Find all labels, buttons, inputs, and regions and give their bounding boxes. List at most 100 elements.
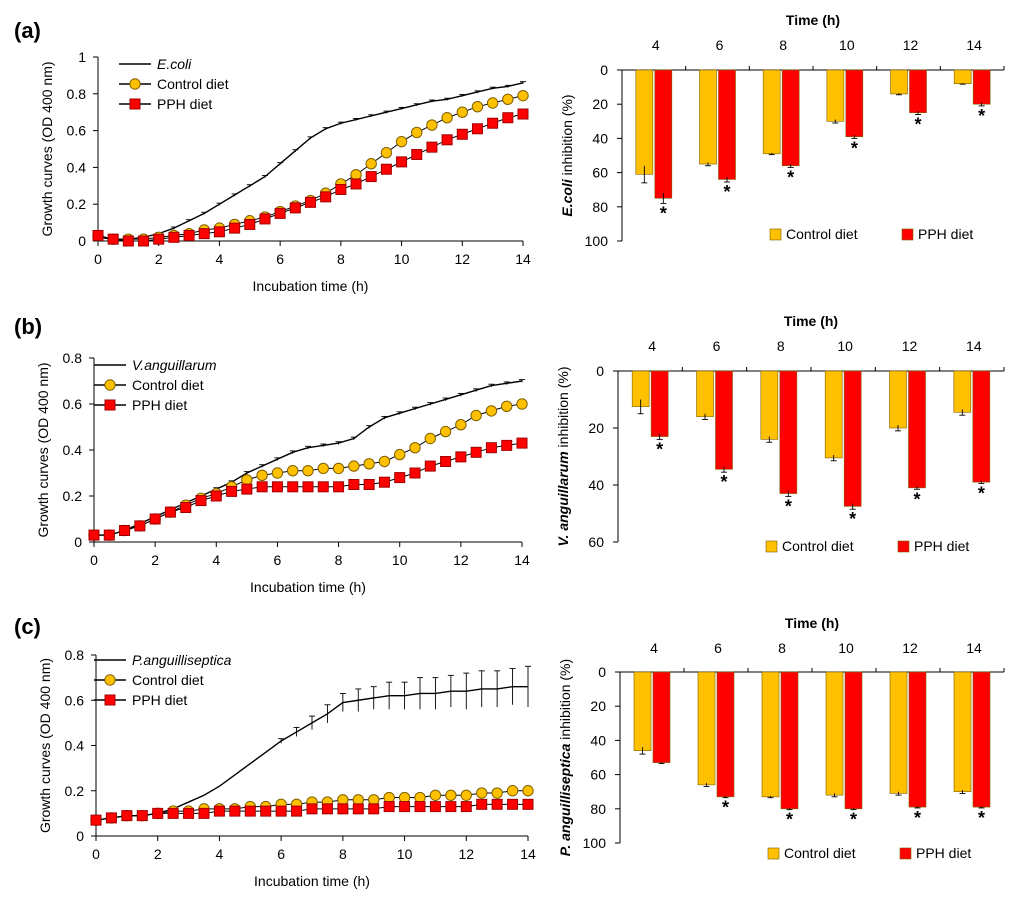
legend: V.anguillarum Control diet PPH diet [94,357,217,413]
bar [890,69,908,95]
bar [715,370,733,470]
significance-star: * [660,203,667,223]
legend-label: PPH diet [157,96,212,112]
y-tick-label: 100 [583,835,607,851]
data-point [121,810,133,822]
x-tick-label: 8 [339,846,347,862]
y-tick-label: 0.2 [65,783,85,799]
legend: Control diet PPH diet [765,538,969,554]
legend-swatch [765,540,778,553]
data-point [167,807,179,819]
bar [844,671,863,810]
data-point [429,801,441,813]
data-point [365,171,377,183]
inhibition-chart-c: Time (h) 0 20 40 60 80 100 P. anguilliseptica i… [557,615,1005,861]
category-label: 14 [966,640,982,656]
data-point [335,183,347,195]
y-axis-label-organism: E.coli [559,178,575,216]
data-point [378,455,391,468]
y-tick-label: 0 [78,233,86,249]
x-tick-label: 10 [392,552,408,568]
bar [781,69,800,167]
data-point [426,119,438,131]
data-point [522,798,534,810]
data-point [271,481,283,493]
data-point [455,419,467,431]
data-point [414,801,426,813]
significance-star: * [914,114,921,134]
data-point [348,460,360,472]
x-tick-label: 6 [277,846,285,862]
data-point [195,495,207,507]
data-point [470,446,482,458]
data-point [517,89,529,102]
data-point [394,448,406,461]
data-point [317,481,329,493]
category-label: 8 [777,338,785,354]
category-label: 4 [648,338,656,354]
data-point [256,481,268,493]
significance-star: * [913,489,920,509]
bar [889,370,907,429]
x-tick-label: 8 [337,251,345,267]
series-line [97,95,524,240]
data-point [302,465,314,477]
y-tick-label: 0.2 [67,196,87,212]
data-point [383,801,395,813]
data-point [380,146,393,159]
data-point [365,158,377,170]
category-label: 8 [778,640,786,656]
series-pph-diet [92,108,529,247]
significance-star: * [851,138,858,158]
y-tick-label: 60 [590,767,606,783]
data-point [471,100,484,113]
bar [779,370,798,494]
bar [972,69,991,105]
legend: E.coli Control diet PPH diet [119,56,229,112]
y-tick-label: 0.6 [63,396,83,412]
legend-label: Control diet [784,845,856,861]
data-point [229,222,241,234]
data-point [241,474,253,486]
bar [824,370,843,459]
category-label: 12 [902,640,918,656]
category-label: 10 [837,338,853,354]
y-tick-label: 60 [588,534,604,550]
bar [780,671,799,810]
x-tick-label: 4 [216,846,224,862]
x-axis-label: Incubation time (h) [253,278,369,294]
x-tick-label: 0 [90,552,98,568]
data-point [332,462,345,475]
series-pph-diet [90,798,534,826]
data-point [198,807,210,819]
data-point [456,128,468,140]
bar [760,370,779,440]
bar [908,671,927,808]
data-point [105,812,117,824]
y-axis-label: Growth curves (OD 400 nm) [39,61,55,236]
y-axis-label-rest: inhibition (%) [557,659,573,744]
legend-marker [104,694,116,706]
y-tick-label: 0.2 [63,488,83,504]
data-point [92,229,104,241]
data-point [149,513,161,525]
bar [699,69,717,165]
data-point [183,807,195,819]
data-point [321,803,333,815]
category-label: 12 [903,37,919,53]
legend-marker [104,399,116,411]
legend: Control diet PPH diet [769,226,973,242]
x-tick-label: 0 [92,846,100,862]
x-tick-label: 10 [394,251,410,267]
x-tick-label: 4 [216,251,224,267]
y-tick-label: 0.4 [67,159,87,175]
bar [845,69,864,137]
y-axis-label: E.coli inhibition (%) [559,94,575,216]
y-tick-label: 0 [76,828,84,844]
legend-label: PPH diet [132,692,187,708]
significance-star: * [723,182,730,202]
panel-label: (c) [14,614,41,639]
data-point [522,785,534,797]
y-axis-label: Growth curves (OD 400 nm) [35,362,51,537]
data-point [476,798,488,810]
